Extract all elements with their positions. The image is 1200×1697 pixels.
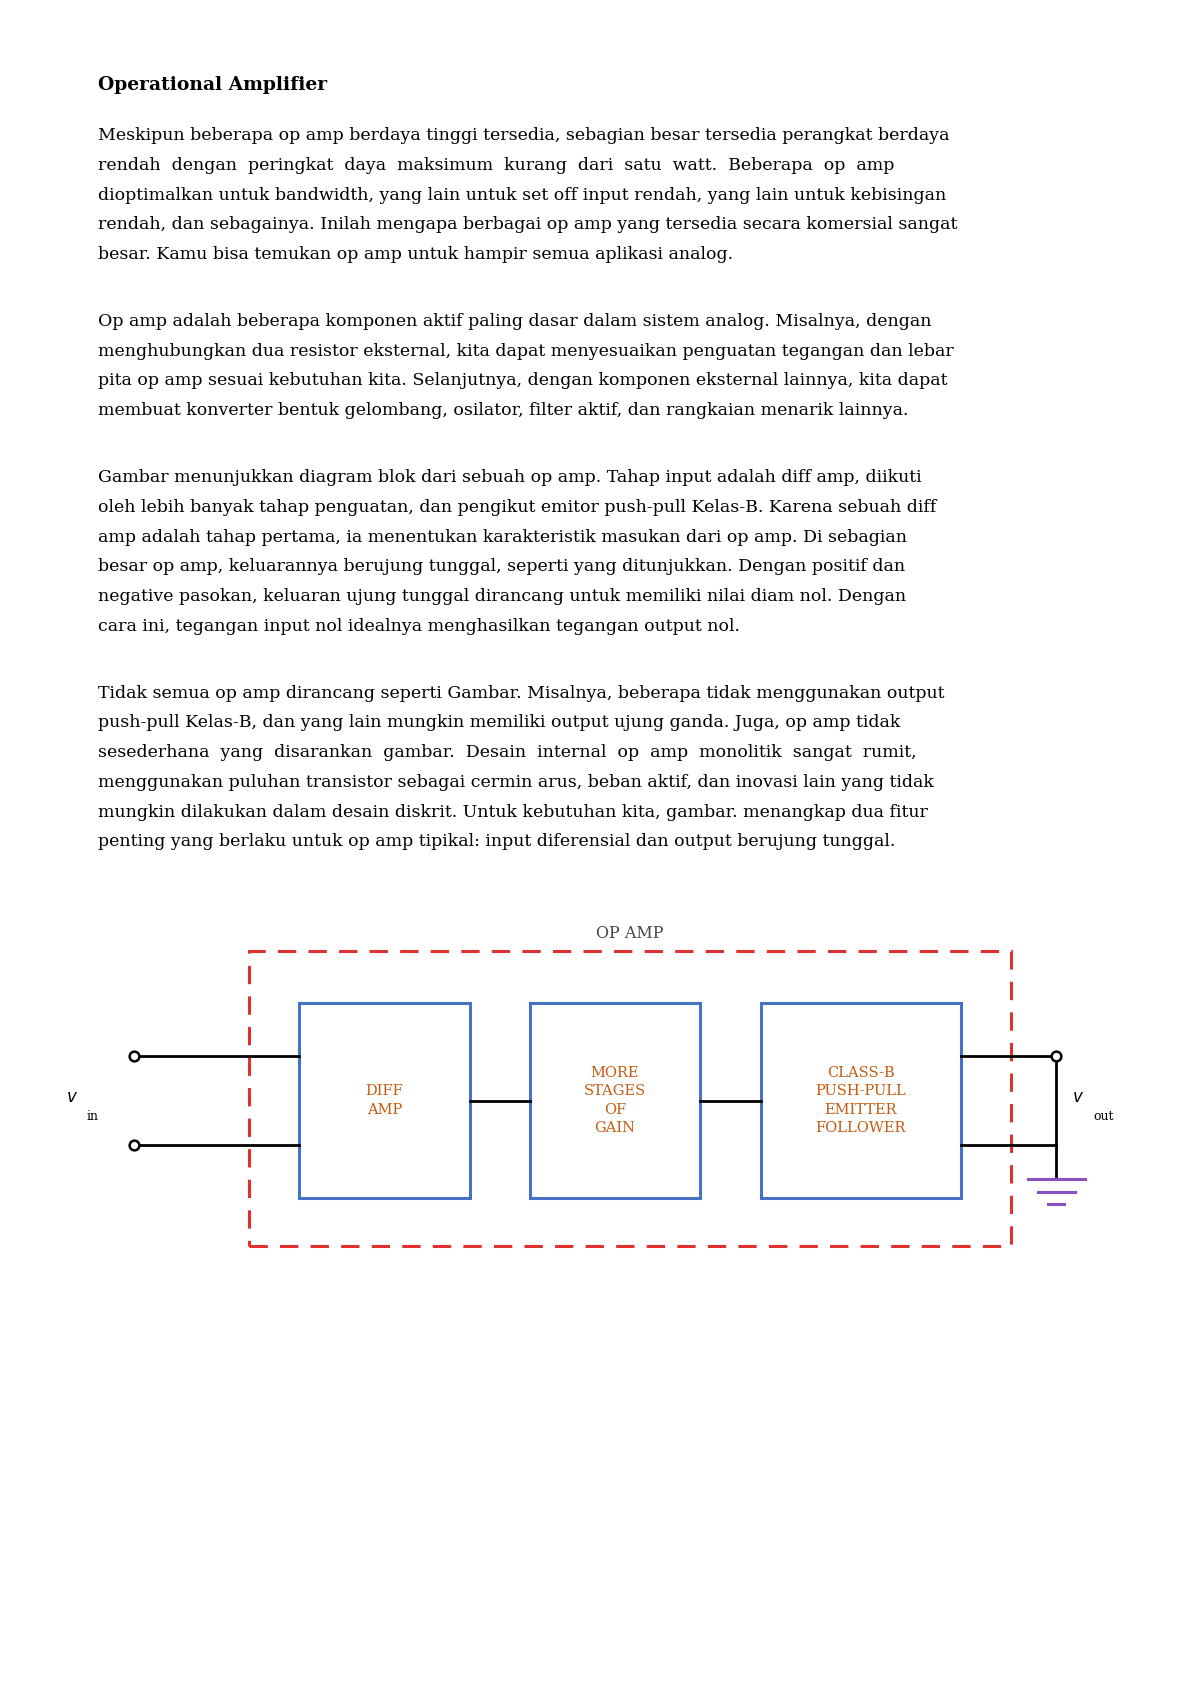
Text: Meskipun beberapa op amp berdaya tinggi tersedia, sebagian besar tersedia perang: Meskipun beberapa op amp berdaya tinggi … — [98, 127, 950, 144]
Text: push-pull Kelas-B, dan yang lain mungkin memiliki output ujung ganda. Juga, op a: push-pull Kelas-B, dan yang lain mungkin… — [98, 714, 901, 731]
Text: oleh lebih banyak tahap penguatan, dan pengikut emitor push-pull Kelas-B. Karena: oleh lebih banyak tahap penguatan, dan p… — [98, 499, 937, 516]
Text: menggunakan puluhan transistor sebagai cermin arus, beban aktif, dan inovasi lai: menggunakan puluhan transistor sebagai c… — [98, 774, 935, 791]
Text: menghubungkan dua resistor eksternal, kita dapat menyesuaikan penguatan tegangan: menghubungkan dua resistor eksternal, ki… — [98, 343, 954, 360]
Bar — [299, 1003, 469, 1198]
Text: $v$: $v$ — [1072, 1088, 1084, 1106]
Text: DIFF
AMP: DIFF AMP — [366, 1084, 403, 1117]
Text: Tidak semua op amp dirancang seperti Gambar. Misalnya, beberapa tidak menggunaka: Tidak semua op amp dirancang seperti Gam… — [98, 684, 944, 703]
Text: rendah  dengan  peringkat  daya  maksimum  kurang  dari  satu  watt.  Beberapa  : rendah dengan peringkat daya maksimum ku… — [98, 158, 895, 175]
Text: besar op amp, keluarannya berujung tunggal, seperti yang ditunjukkan. Dengan pos: besar op amp, keluarannya berujung tungg… — [98, 558, 906, 575]
Text: Op amp adalah beberapa komponen aktif paling dasar dalam sistem analog. Misalnya: Op amp adalah beberapa komponen aktif pa… — [98, 312, 932, 331]
Text: out: out — [1093, 1110, 1114, 1123]
Text: Gambar menunjukkan diagram blok dari sebuah op amp. Tahap input adalah diff amp,: Gambar menunjukkan diagram blok dari seb… — [98, 468, 922, 487]
Text: mungkin dilakukan dalam desain diskrit. Untuk kebutuhan kita, gambar. menangkap : mungkin dilakukan dalam desain diskrit. … — [98, 803, 929, 821]
Bar — [761, 1003, 961, 1198]
Text: penting yang berlaku untuk op amp tipikal: input diferensial dan output berujung: penting yang berlaku untuk op amp tipika… — [98, 833, 895, 850]
Text: membuat konverter bentuk gelombang, osilator, filter aktif, dan rangkaian menari: membuat konverter bentuk gelombang, osil… — [98, 402, 908, 419]
Text: dioptimalkan untuk bandwidth, yang lain untuk set off input rendah, yang lain un: dioptimalkan untuk bandwidth, yang lain … — [98, 187, 947, 204]
Text: Operational Amplifier: Operational Amplifier — [98, 76, 328, 95]
Text: OP AMP: OP AMP — [596, 925, 664, 942]
Text: CLASS-B
PUSH-PULL
EMITTER
FOLLOWER: CLASS-B PUSH-PULL EMITTER FOLLOWER — [816, 1066, 906, 1135]
Text: negative pasokan, keluaran ujung tunggal dirancang untuk memiliki nilai diam nol: negative pasokan, keluaran ujung tunggal… — [98, 587, 906, 606]
Bar — [529, 1003, 701, 1198]
Text: rendah, dan sebagainya. Inilah mengapa berbagai op amp yang tersedia secara kome: rendah, dan sebagainya. Inilah mengapa b… — [98, 216, 958, 234]
Text: cara ini, tegangan input nol idealnya menghasilkan tegangan output nol.: cara ini, tegangan input nol idealnya me… — [98, 618, 740, 635]
Text: pita op amp sesuai kebutuhan kita. Selanjutnya, dengan komponen eksternal lainny: pita op amp sesuai kebutuhan kita. Selan… — [98, 372, 948, 390]
Text: MORE
STAGES
OF
GAIN: MORE STAGES OF GAIN — [584, 1066, 646, 1135]
Text: $v$: $v$ — [66, 1088, 78, 1106]
Text: sesederhana  yang  disarankan  gambar.  Desain  internal  op  amp  monolitik  sa: sesederhana yang disarankan gambar. Desa… — [98, 743, 917, 762]
Text: amp adalah tahap pertama, ia menentukan karakteristik masukan dari op amp. Di se: amp adalah tahap pertama, ia menentukan … — [98, 528, 907, 546]
Text: in: in — [86, 1110, 98, 1123]
Text: besar. Kamu bisa temukan op amp untuk hampir semua aplikasi analog.: besar. Kamu bisa temukan op amp untuk ha… — [98, 246, 733, 263]
Bar — [248, 950, 1012, 1246]
